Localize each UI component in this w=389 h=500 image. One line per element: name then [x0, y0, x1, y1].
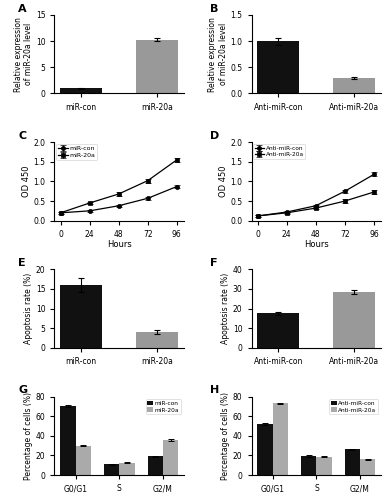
Y-axis label: Relative expression
of miR-20a level: Relative expression of miR-20a level — [208, 17, 228, 92]
Bar — [104, 464, 119, 475]
Bar — [60, 88, 102, 94]
Legend: Anti-miR-con, Anti-miR-20a: Anti-miR-con, Anti-miR-20a — [329, 400, 378, 414]
Bar — [345, 450, 360, 475]
Bar — [137, 332, 178, 348]
Legend: Anti-miR-con, Anti-miR-20a: Anti-miR-con, Anti-miR-20a — [253, 144, 305, 159]
X-axis label: Hours: Hours — [304, 240, 329, 249]
Y-axis label: Percentage of cells (%): Percentage of cells (%) — [24, 392, 33, 480]
Y-axis label: Apoptosis rate (%): Apoptosis rate (%) — [221, 273, 230, 344]
Bar — [60, 406, 75, 475]
Y-axis label: Relative expression
of miR-20a level: Relative expression of miR-20a level — [14, 17, 33, 92]
Bar — [148, 456, 163, 475]
Legend: miR-con, miR-20a: miR-con, miR-20a — [145, 400, 181, 414]
Text: F: F — [210, 258, 217, 268]
Text: B: B — [210, 4, 219, 14]
Bar — [163, 440, 178, 475]
Legend: miR-con, miR-20a: miR-con, miR-20a — [56, 144, 97, 160]
Text: G: G — [18, 386, 27, 396]
Y-axis label: Apoptosis rate (%): Apoptosis rate (%) — [24, 273, 33, 344]
Bar — [119, 462, 135, 475]
Bar — [258, 424, 273, 475]
Text: D: D — [210, 131, 219, 141]
Bar — [316, 457, 332, 475]
Text: E: E — [18, 258, 26, 268]
Bar — [333, 292, 375, 348]
Text: A: A — [18, 4, 27, 14]
Bar — [137, 40, 178, 94]
Text: H: H — [210, 386, 219, 396]
Bar — [75, 446, 91, 475]
Y-axis label: OD 450: OD 450 — [219, 166, 228, 197]
Bar — [360, 460, 375, 475]
Bar — [258, 314, 299, 348]
Bar — [333, 78, 375, 94]
Bar — [258, 41, 299, 94]
Y-axis label: Percentage of cells (%): Percentage of cells (%) — [221, 392, 230, 480]
Text: C: C — [18, 131, 26, 141]
X-axis label: Hours: Hours — [107, 240, 131, 249]
Bar — [301, 456, 316, 475]
Bar — [273, 404, 288, 475]
Y-axis label: OD 450: OD 450 — [21, 166, 30, 197]
Bar — [60, 285, 102, 348]
